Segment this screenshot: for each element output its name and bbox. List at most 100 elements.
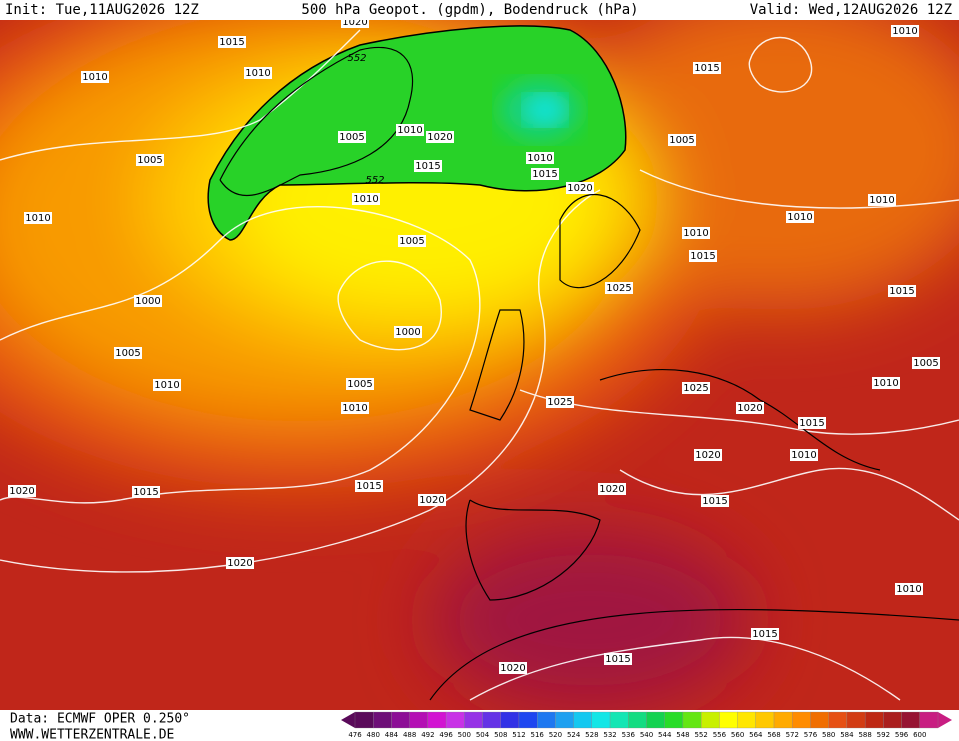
legend-value: 592 — [877, 731, 890, 739]
pressure-label: 1015 — [889, 286, 914, 297]
label-box — [888, 285, 916, 297]
legend-swatch — [646, 711, 665, 729]
legend-swatch — [555, 711, 574, 729]
pressure-label: 1015 — [694, 63, 719, 74]
label-box — [682, 382, 710, 394]
pressure-label: 1015 — [356, 481, 381, 492]
map-title: 500 hPa Geopot. (gpdm), Bodendruck (hPa) — [301, 2, 638, 18]
legend-swatch — [427, 711, 447, 729]
pressure-label: 1020 — [427, 132, 452, 143]
pressure-label: 1015 — [133, 487, 158, 498]
label-box — [912, 357, 940, 369]
site-name: WWW.WETTERZENTRALE.DE — [10, 728, 174, 741]
legend-value: 520 — [549, 731, 562, 739]
legend-swatch — [701, 711, 720, 729]
label-box — [682, 227, 710, 239]
label-box — [605, 282, 633, 294]
label-box — [701, 495, 729, 507]
label-box — [134, 295, 162, 307]
label-box — [798, 417, 826, 429]
label-box — [604, 653, 632, 665]
label-box — [872, 377, 900, 389]
legend-value: 496 — [439, 731, 453, 739]
pressure-label: 1025 — [547, 397, 572, 408]
pressure-label: 1020 — [599, 484, 624, 495]
pressure-label: 1015 — [605, 654, 630, 665]
pressure-label: 1010 — [892, 26, 917, 37]
label-box — [352, 193, 380, 205]
valid-label: Valid: Wed,12AUG2026 12Z — [750, 2, 952, 18]
legend-swatch — [500, 711, 520, 729]
pressure-label: 1005 — [913, 358, 938, 369]
label-box — [132, 486, 160, 498]
map-field: 1020 1015 1010 1010 1005 1005 1010 1020 1015 1010… — [0, 20, 959, 710]
pressure-label: 1010 — [82, 72, 107, 83]
label-box — [895, 583, 923, 595]
legend-swatch — [409, 711, 429, 729]
pressure-label: 1015 — [702, 496, 727, 507]
legend-swatch — [628, 711, 647, 729]
label-box — [81, 71, 109, 83]
label-box — [426, 131, 454, 143]
label-box — [355, 480, 383, 492]
pressure-label: 1010 — [787, 212, 812, 223]
label-box — [136, 154, 164, 166]
legend-swatch — [846, 711, 866, 729]
label-box — [394, 326, 422, 338]
pressure-label: 1000 — [395, 327, 420, 338]
pressure-label: 1010 — [397, 125, 422, 136]
legend-value: 560 — [731, 731, 744, 739]
pressure-label: 1020 — [227, 558, 252, 569]
legend-swatch — [883, 711, 902, 729]
legend-swatch — [609, 711, 629, 729]
legend-value: 480 — [367, 731, 380, 739]
legend-value: 544 — [658, 731, 672, 739]
legend-value: 476 — [348, 731, 362, 739]
legend-value: 532 — [603, 731, 616, 739]
legend-value: 568 — [767, 731, 780, 739]
legend-swatch — [919, 711, 939, 729]
label-box — [891, 25, 919, 37]
legend-swatch — [373, 711, 392, 729]
legend-value: 584 — [840, 731, 854, 739]
legend-value: 576 — [804, 731, 818, 739]
pressure-label: 1010 — [896, 584, 921, 595]
label-box — [244, 67, 272, 79]
pressure-label: 1015 — [752, 629, 777, 640]
pressure-label: 1005 — [399, 236, 424, 247]
legend-swatch — [537, 711, 556, 729]
legend-value: 572 — [786, 731, 799, 739]
pressure-label: 1020 — [9, 486, 34, 497]
pressure-label: 1015 — [532, 169, 557, 180]
pressure-label: 1005 — [137, 155, 162, 166]
legend-swatch — [664, 711, 684, 729]
label-box — [153, 379, 181, 391]
legend-value: 556 — [713, 731, 727, 739]
pressure-label: 1010 — [342, 403, 367, 414]
pressure-label: 1010 — [353, 194, 378, 205]
label-box — [546, 396, 574, 408]
legend-swatch — [464, 711, 483, 729]
label-box — [689, 250, 717, 262]
label-box — [8, 485, 36, 497]
pressure-label: 1005 — [339, 132, 364, 143]
label-box — [414, 160, 442, 172]
pressure-label: 1010 — [245, 68, 270, 79]
pressure-label: 1010 — [791, 450, 816, 461]
pressure-label: 1005 — [669, 135, 694, 146]
legend-swatch — [737, 711, 756, 729]
pressure-label: 1010 — [527, 153, 552, 164]
label-box — [526, 152, 554, 164]
pressure-label: 1005 — [115, 348, 140, 359]
pressure-label: 1005 — [347, 379, 372, 390]
label-box — [398, 235, 426, 247]
label-box — [24, 212, 52, 224]
legend-value: 484 — [385, 731, 399, 739]
pressure-label: 1020 — [737, 403, 762, 414]
pressure-label: 1010 — [25, 213, 50, 224]
legend-value: 508 — [494, 731, 507, 739]
label-box — [218, 36, 246, 48]
pressure-label: 1010 — [683, 228, 708, 239]
legend-swatch — [445, 711, 465, 729]
